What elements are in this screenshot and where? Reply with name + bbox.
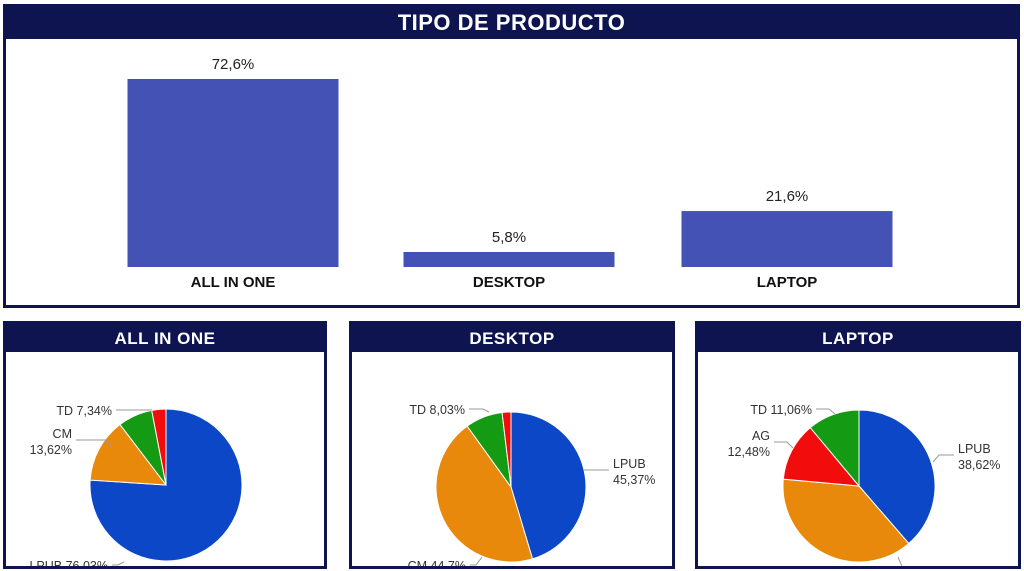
pie-label-lpub: LPUB: [958, 442, 991, 456]
pie-chart-desktop: LPUB 45,37% CM 44,7% TD 8,03%: [408, 403, 656, 571]
pie-label-td: TD 7,34%: [56, 404, 112, 418]
pie-title-all-in-one: ALL IN ONE: [6, 324, 324, 352]
pie-slice-cm[interactable]: [435, 425, 534, 563]
leader-line-lpub: [112, 561, 125, 566]
leader-line-cm: [470, 556, 483, 566]
pie-label-lpub: LPUB: [613, 457, 646, 471]
pie-slice-lpub[interactable]: [510, 411, 587, 560]
pie-label-td: TD 8,03%: [409, 403, 465, 417]
pie-slice-lpub[interactable]: [89, 408, 243, 562]
pie-label-lpub: LPUB 76,03%: [29, 559, 108, 566]
leader-line-lpub: [932, 454, 954, 463]
bar-laptop[interactable]: [681, 211, 893, 267]
bar-chart: 72,6% ALL IN ONE 5,8% DESKTOP 21,6% LAPTOP: [127, 56, 893, 291]
leader-line-td: [469, 408, 490, 413]
pie-label-td: TD 11,06%: [750, 403, 812, 417]
pie-title-laptop: LAPTOP: [698, 324, 1018, 352]
pie-label-lpub: 38,62%: [958, 458, 1000, 472]
pie-label-ag: 12,48%: [728, 445, 770, 459]
pie-label-ag: AG: [752, 429, 770, 443]
bar-value-label-desktop: 5,8%: [492, 229, 526, 246]
pie-chart-laptop: LPUB 38,62% CM 37,77% AG 12,48% TD 11,06%: [728, 403, 1000, 571]
bar-chart-title: TIPO DE PRODUCTO: [6, 7, 1017, 39]
pie-panel-desktop: DESKTOP LPUB 45,37% CM 44,7% TD 8,03%: [349, 321, 675, 571]
pie-label-cm: CM 37,77%: [885, 565, 950, 566]
category-label-desktop: DESKTOP: [473, 274, 545, 291]
bar-all-in-one[interactable]: [127, 79, 339, 267]
pie-slice-other[interactable]: [501, 411, 512, 488]
bar-chart-panel: TIPO DE PRODUCTO 72,6% ALL IN ONE 5,8% DESK…: [3, 4, 1020, 308]
pie-title-desktop: DESKTOP: [352, 324, 672, 352]
pie-slice-td[interactable]: [809, 409, 860, 488]
leader-line-cm: [881, 556, 905, 571]
pie-panel-all-in-one: ALL IN ONE LPUB 76,03% CM 13,62% TD 7,34%: [3, 321, 327, 571]
category-label-all-in-one: ALL IN ONE: [191, 274, 276, 291]
pie-chart-all-in-one: LPUB 76,03% CM 13,62% TD 7,34%: [29, 404, 243, 571]
pie-label-cm: 13,62%: [30, 443, 72, 457]
leader-line-td: [816, 408, 836, 415]
bar-desktop[interactable]: [403, 251, 615, 267]
pie-panel-laptop: LAPTOP LPUB 38,62% CM 37,77% AG 12,48% TD 11,…: [695, 321, 1021, 571]
leader-line-cm: [76, 439, 113, 448]
pie-slice-cm[interactable]: [782, 478, 910, 563]
leader-line-ag: [774, 441, 794, 449]
pie-slice-ag[interactable]: [782, 426, 861, 487]
bar-value-label-all-in-one: 72,6%: [212, 56, 255, 73]
category-label-laptop: LAPTOP: [757, 274, 818, 291]
pie-slice-cm[interactable]: [89, 423, 168, 486]
pie-label-lpub: 45,37%: [613, 473, 655, 487]
bar-value-label-laptop: 21,6%: [766, 188, 809, 205]
pie-label-cm: CM: [53, 427, 72, 441]
pie-slice-lpub[interactable]: [858, 409, 936, 545]
pie-label-cm: CM 44,7%: [408, 559, 466, 566]
